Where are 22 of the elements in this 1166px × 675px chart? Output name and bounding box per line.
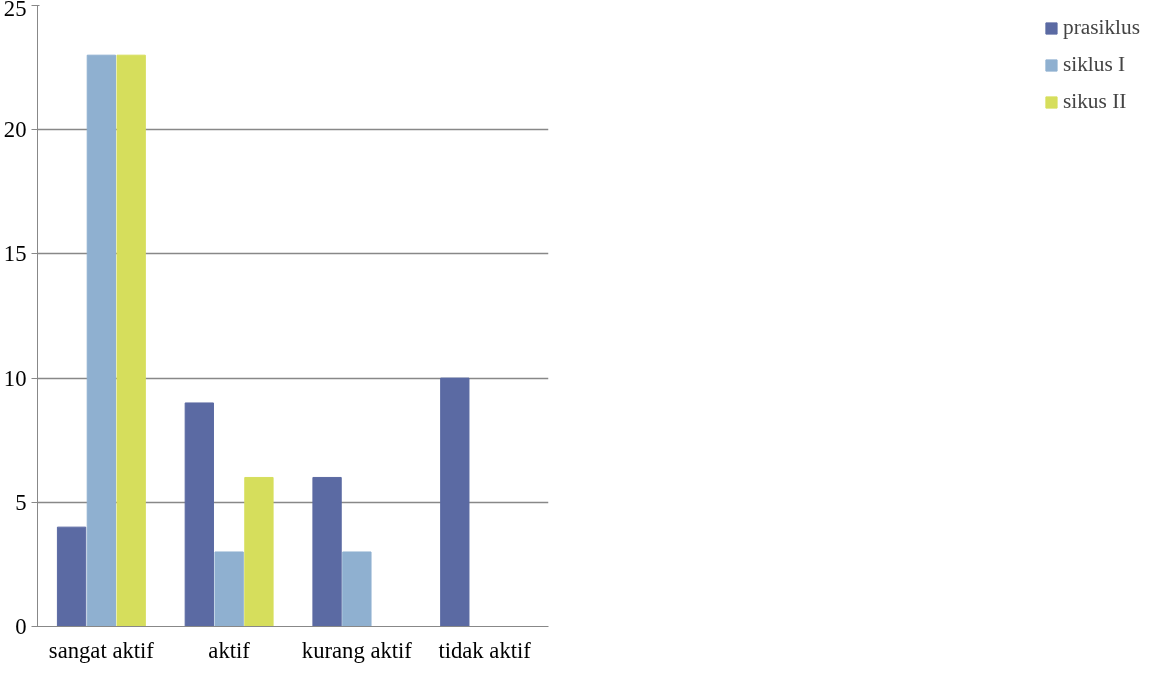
legend-label: sikus II — [1062, 89, 1127, 114]
y-tick-label: 20 — [3, 117, 27, 143]
bar — [116, 54, 146, 627]
bar — [244, 476, 274, 627]
x-tick-label: tidak aktif — [438, 637, 532, 663]
y-tick-label: 5 — [15, 489, 27, 515]
y-tick-label: 15 — [3, 241, 27, 267]
bar — [214, 551, 244, 627]
bar — [312, 476, 342, 627]
x-tick-label: aktif — [208, 637, 251, 663]
y-tick-label: 25 — [3, 0, 27, 21]
x-tick-label: sangat aktif — [48, 637, 155, 663]
y-tick-label: 0 — [15, 614, 27, 639]
bar — [86, 54, 117, 627]
legend-label: siklus I — [1062, 52, 1126, 77]
legend-label: prasiklus — [1062, 15, 1140, 40]
bar — [184, 402, 214, 627]
bar — [440, 377, 470, 627]
bar — [56, 526, 87, 627]
y-tick-label: 10 — [3, 365, 27, 391]
x-tick-label: kurang aktif — [301, 637, 413, 663]
bar — [342, 551, 372, 627]
